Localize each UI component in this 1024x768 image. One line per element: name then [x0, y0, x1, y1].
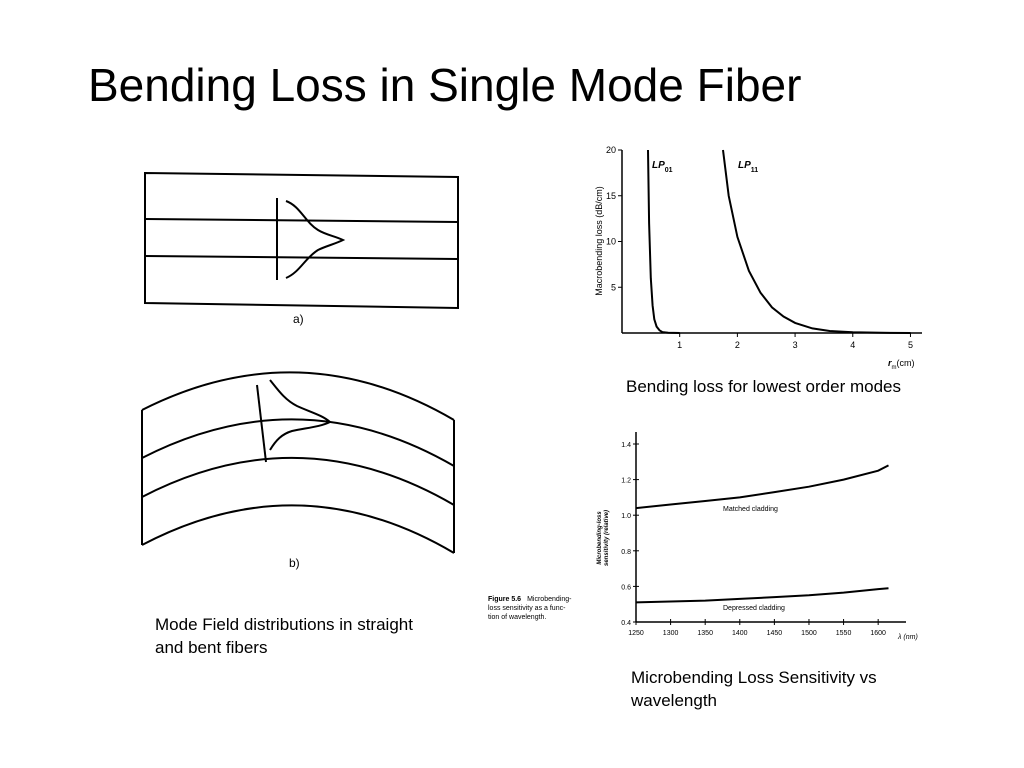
- series-label-lp11: LP11: [738, 160, 758, 174]
- series-label-matched-cladding: Matched cladding: [723, 506, 778, 513]
- y-tick-label: 1.0: [621, 513, 631, 520]
- bending-loss-caption: Bending loss for lowest order modes: [626, 377, 901, 396]
- x-tick-label: 1350: [697, 630, 713, 637]
- x-tick-label: 5: [908, 340, 913, 350]
- bent-fiber-outer-edge: [141, 371, 455, 421]
- slide-title: Bending Loss in Single Mode Fiber: [88, 59, 802, 111]
- macrobending-labels: Macrobending loss (dB/cm) rm(cm) LP01 LP11: [594, 160, 915, 371]
- y-tick-label: 0.8: [621, 549, 631, 556]
- x-tick-label: 3: [793, 340, 798, 350]
- x-tick-label: 1550: [836, 630, 852, 637]
- figure-caption: Figure 5.6 Microbending-loss sensitivity …: [488, 596, 572, 621]
- y-tick-label: 10: [606, 237, 616, 247]
- series-line-lp11: [722, 149, 911, 334]
- y-tick-label: 20: [606, 145, 616, 155]
- figure-b-label: b): [289, 556, 300, 570]
- x-tick-label: 1500: [801, 630, 817, 637]
- x-axis-label: rm(cm): [888, 358, 915, 371]
- microbending-caption-line2: wavelength: [631, 691, 718, 710]
- microbending-series: [635, 464, 889, 604]
- series-label-lp01: LP01: [652, 160, 673, 174]
- straight-fiber-outline: [144, 171, 459, 310]
- microbending-axes: 0.4 0.6 0.8 1.0 1.2 1.4 1250 1300 1350 1400 1450 15…: [621, 432, 906, 637]
- microbending-caption: Microbending Loss Sensitivity vs wavelen…: [631, 666, 931, 712]
- series-line-depressed-cladding: [635, 587, 889, 604]
- straight-fiber-core-top: [144, 218, 459, 223]
- x-tick-label: 1: [677, 340, 682, 350]
- series-line-matched-cladding: [635, 464, 889, 510]
- straight-fiber-core-bottom: [144, 255, 459, 260]
- y-axis-label: Macrobending loss (dB/cm): [594, 186, 604, 296]
- x-axis-label: λ (nm): [897, 634, 918, 641]
- x-tick-label: 1300: [663, 630, 679, 637]
- y-tick-label: 5: [611, 282, 616, 292]
- y-tick-label: 1.2: [621, 478, 631, 485]
- y-axis-label: Microbending-losssensitivity (relative): [597, 510, 610, 566]
- bent-fiber-core-bottom: [141, 456, 455, 506]
- bent-fiber-inner-edge: [141, 504, 455, 554]
- x-tick-label: 1400: [732, 630, 748, 637]
- y-tick-label: 15: [606, 191, 616, 201]
- macrobending-series: [647, 149, 911, 334]
- straight-mode-field-curve: [285, 200, 346, 279]
- x-tick-label: 1600: [870, 630, 886, 637]
- x-tick-label: 4: [850, 340, 855, 350]
- microbending-labels: λ (nm) Microbending-losssensitivity (rela…: [488, 506, 918, 641]
- figure-a-label: a): [293, 312, 304, 326]
- mode-field-caption-line2: and bent fibers: [155, 638, 268, 657]
- x-tick-label: 2: [735, 340, 740, 350]
- bent-fiber-diagram: [141, 371, 455, 554]
- straight-fiber-diagram: [144, 171, 459, 310]
- y-tick-label: 1.4: [621, 442, 631, 449]
- y-tick-label: 0.6: [621, 584, 631, 591]
- series-label-depressed-cladding: Depressed cladding: [723, 605, 785, 612]
- bent-fiber-axis: [256, 384, 267, 463]
- microbending-caption-line1: Microbending Loss Sensitivity vs: [631, 668, 877, 687]
- x-tick-label: 1450: [767, 630, 783, 637]
- mode-field-caption: Mode Field distributions in straight and…: [155, 613, 475, 659]
- bent-fiber-core-top: [141, 418, 455, 467]
- series-line-lp01: [647, 149, 680, 334]
- bent-mode-field-curve: [269, 379, 332, 451]
- x-tick-label: 1250: [628, 630, 644, 637]
- y-tick-label: 0.4: [621, 620, 631, 627]
- mode-field-caption-line1: Mode Field distributions in straight: [155, 615, 413, 634]
